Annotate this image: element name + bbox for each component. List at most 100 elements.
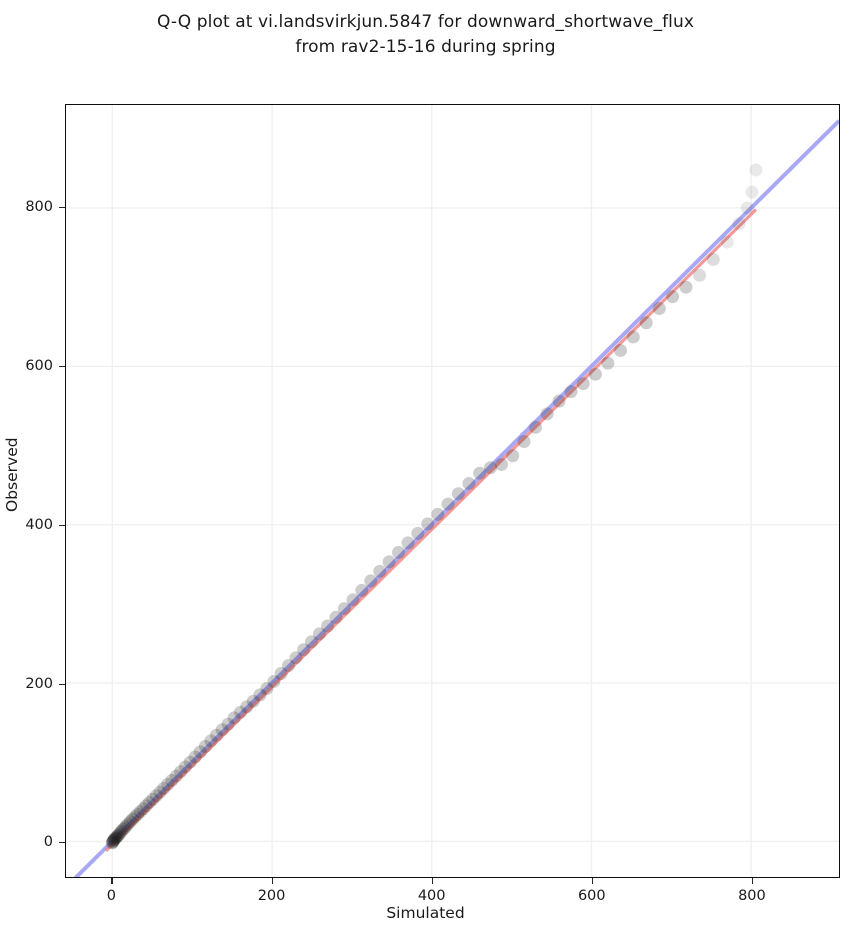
x-axis-tick-mark <box>111 878 113 884</box>
data-point <box>260 682 274 696</box>
data-point <box>401 536 415 550</box>
y-axis-tick-label: 400 <box>25 516 53 533</box>
x-axis-tick-label: 600 <box>577 888 606 904</box>
data-point <box>169 769 183 783</box>
data-point <box>118 821 132 835</box>
data-point <box>106 835 120 849</box>
data-point <box>209 728 223 742</box>
data-point <box>116 823 130 836</box>
data-point <box>289 651 303 665</box>
data-point <box>312 627 326 641</box>
y-axis-tick-mark <box>59 365 65 368</box>
data-point <box>221 717 235 731</box>
x-axis-tick-mark <box>431 878 433 884</box>
plot-area <box>65 104 840 878</box>
data-point <box>178 760 192 774</box>
data-point <box>564 385 578 399</box>
data-point <box>131 807 145 821</box>
x-axis-tick-label: 0 <box>106 888 117 904</box>
data-point <box>529 420 543 434</box>
data-point <box>679 280 693 294</box>
data-point <box>133 805 147 819</box>
data-point <box>411 526 425 540</box>
data-point <box>119 819 133 833</box>
data-point <box>337 602 351 616</box>
data-point <box>174 765 188 779</box>
data-point <box>506 449 520 463</box>
data-point <box>441 497 455 511</box>
x-axis-tick-mark <box>591 878 593 884</box>
data-point <box>111 828 125 842</box>
y-axis-tick-label: 200 <box>25 675 53 692</box>
data-point <box>227 711 241 725</box>
data-point <box>652 302 666 315</box>
x-axis-title: Simulated <box>386 904 465 922</box>
data-point <box>321 619 335 633</box>
data-point <box>495 457 509 471</box>
data-point <box>639 316 653 330</box>
data-point <box>112 827 126 841</box>
plot-canvas <box>66 105 839 877</box>
data-point <box>274 667 288 680</box>
x-axis-tick-mark <box>751 878 754 884</box>
data-point <box>136 802 150 816</box>
page-title: Q-Q plot at vi.landsvirkjun.5847 for dow… <box>156 12 695 57</box>
data-point <box>706 252 720 266</box>
data-point <box>113 826 127 840</box>
x-axis-tick-label: 400 <box>417 888 446 904</box>
data-point <box>267 674 281 688</box>
gridlines <box>66 105 839 877</box>
data-point <box>588 367 602 381</box>
data-point <box>198 739 212 753</box>
data-point <box>193 745 207 759</box>
data-point <box>246 694 260 708</box>
data-point <box>614 343 627 357</box>
data-point <box>149 789 163 803</box>
data-point <box>740 201 754 215</box>
data-point <box>108 831 122 845</box>
data-point <box>188 750 202 764</box>
data-point <box>540 407 554 421</box>
data-point <box>233 705 247 719</box>
data-point <box>382 555 396 569</box>
data-point <box>107 834 120 848</box>
data-point <box>373 564 387 578</box>
data-point <box>745 185 759 199</box>
y-axis-tick-mark <box>59 683 65 685</box>
data-point <box>297 643 311 657</box>
y-axis-tick-label: 800 <box>25 199 53 216</box>
data-point <box>146 792 160 806</box>
x-axis-tick-mark <box>271 878 273 884</box>
data-point <box>110 830 124 844</box>
y-axis-tick-label: 600 <box>25 357 53 374</box>
data-point <box>157 781 171 795</box>
data-point <box>732 217 746 231</box>
data-point <box>108 832 122 846</box>
data-point <box>253 688 267 702</box>
data-point <box>484 461 497 475</box>
regression-fit-line <box>104 208 758 852</box>
data-point <box>107 833 121 847</box>
data-point <box>329 610 343 624</box>
data-point <box>109 830 123 844</box>
data-point <box>121 817 135 831</box>
data-point <box>749 163 763 177</box>
data-point <box>128 810 142 824</box>
data-point <box>165 773 179 787</box>
data-point <box>281 659 295 673</box>
data-point <box>123 815 137 829</box>
data-point <box>473 466 487 480</box>
data-point <box>153 785 167 799</box>
data-point <box>720 235 734 249</box>
data-point <box>431 507 445 521</box>
y-axis-tick-mark <box>59 842 65 844</box>
y-axis-tick-mark <box>59 524 65 526</box>
y-axis-title: Observed <box>3 437 21 512</box>
x-axis-tick-label: 800 <box>738 888 766 904</box>
data-point <box>105 836 119 850</box>
one-to-one-reference-line <box>73 119 839 877</box>
data-point <box>421 517 435 531</box>
data-point <box>355 583 369 597</box>
data-point <box>451 487 465 501</box>
